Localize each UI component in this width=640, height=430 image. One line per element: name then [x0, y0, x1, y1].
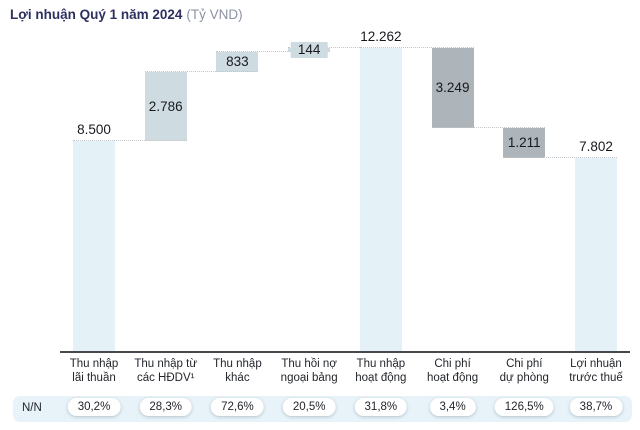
- waterfall-bar-1: [73, 140, 115, 351]
- yoy-pill: 20,5%: [282, 398, 336, 416]
- yoy-row-label: N/N: [22, 402, 42, 414]
- x-axis-label: Thu nhập hoạt động: [355, 358, 407, 384]
- x-axis-label: Lợi nhuận trước thuế: [569, 358, 623, 384]
- x-axis-label: Thu hồi nợ ngoại bảng: [280, 358, 338, 384]
- chart-title-text: Lợi nhuận Quý 1 năm 2024: [10, 7, 183, 22]
- bar-value-label: 8.500: [77, 121, 111, 137]
- x-axis-line: [60, 351, 630, 353]
- x-axis-label: Chi phí hoạt động: [426, 358, 479, 384]
- bar-value-label: 7.802: [579, 139, 613, 155]
- waterfall-bar-7: [503, 128, 546, 159]
- bar-value-label: 1.211: [507, 135, 541, 151]
- waterfall-bar-5: [359, 48, 402, 351]
- yoy-pill: 38,7%: [569, 398, 623, 416]
- waterfall-bar-3: [216, 51, 259, 73]
- waterfall-bar-8: [574, 158, 617, 351]
- yoy-pill: 30,2%: [67, 398, 121, 416]
- waterfall-connector: [359, 47, 474, 48]
- waterfall-connector: [73, 139, 187, 141]
- yoy-pill: 3,4%: [429, 398, 476, 416]
- waterfall-connector: [431, 127, 546, 129]
- yoy-pill: 72,6%: [211, 398, 264, 416]
- bar-value-label: 2.786: [148, 98, 183, 114]
- x-axis-labels: Thu nhập lãi thuần Thu nhập từ các HĐDV¹ Thu…: [0, 358, 640, 388]
- yoy-pill: 28,3%: [139, 398, 193, 416]
- waterfall-connector: [216, 50, 331, 52]
- chart-unit-label: (Tỷ VND): [186, 7, 243, 22]
- bar-value-label: 833: [226, 53, 249, 69]
- bar-value-label: 144: [290, 41, 328, 58]
- waterfall-connector: [288, 47, 402, 48]
- waterfall-bar-6: [431, 48, 474, 129]
- x-axis-label: Thu nhập khác: [213, 358, 262, 384]
- x-axis-label: Thu nhập từ các HĐDV¹: [134, 358, 198, 384]
- chart-title: Lợi nhuận Quý 1 năm 2024 (Tỷ VND): [10, 7, 243, 22]
- bar-value-label: 12.262: [360, 29, 402, 44]
- waterfall-connector: [503, 157, 617, 159]
- waterfall-bar-2: [144, 72, 187, 141]
- bar-value-label: 3.249: [435, 80, 470, 96]
- x-axis-label: Chi phí dự phòng: [499, 358, 549, 384]
- yoy-pill: 31,8%: [354, 398, 408, 416]
- x-axis-label: Thu nhập lãi thuần: [69, 358, 119, 384]
- yoy-row: N/N 30,2% 28,3% 72,6% 20,5% 31,8% 3,4% 126,5% 3…: [13, 396, 632, 422]
- yoy-pill: 126,5%: [494, 398, 554, 416]
- waterfall-connector: [144, 71, 259, 73]
